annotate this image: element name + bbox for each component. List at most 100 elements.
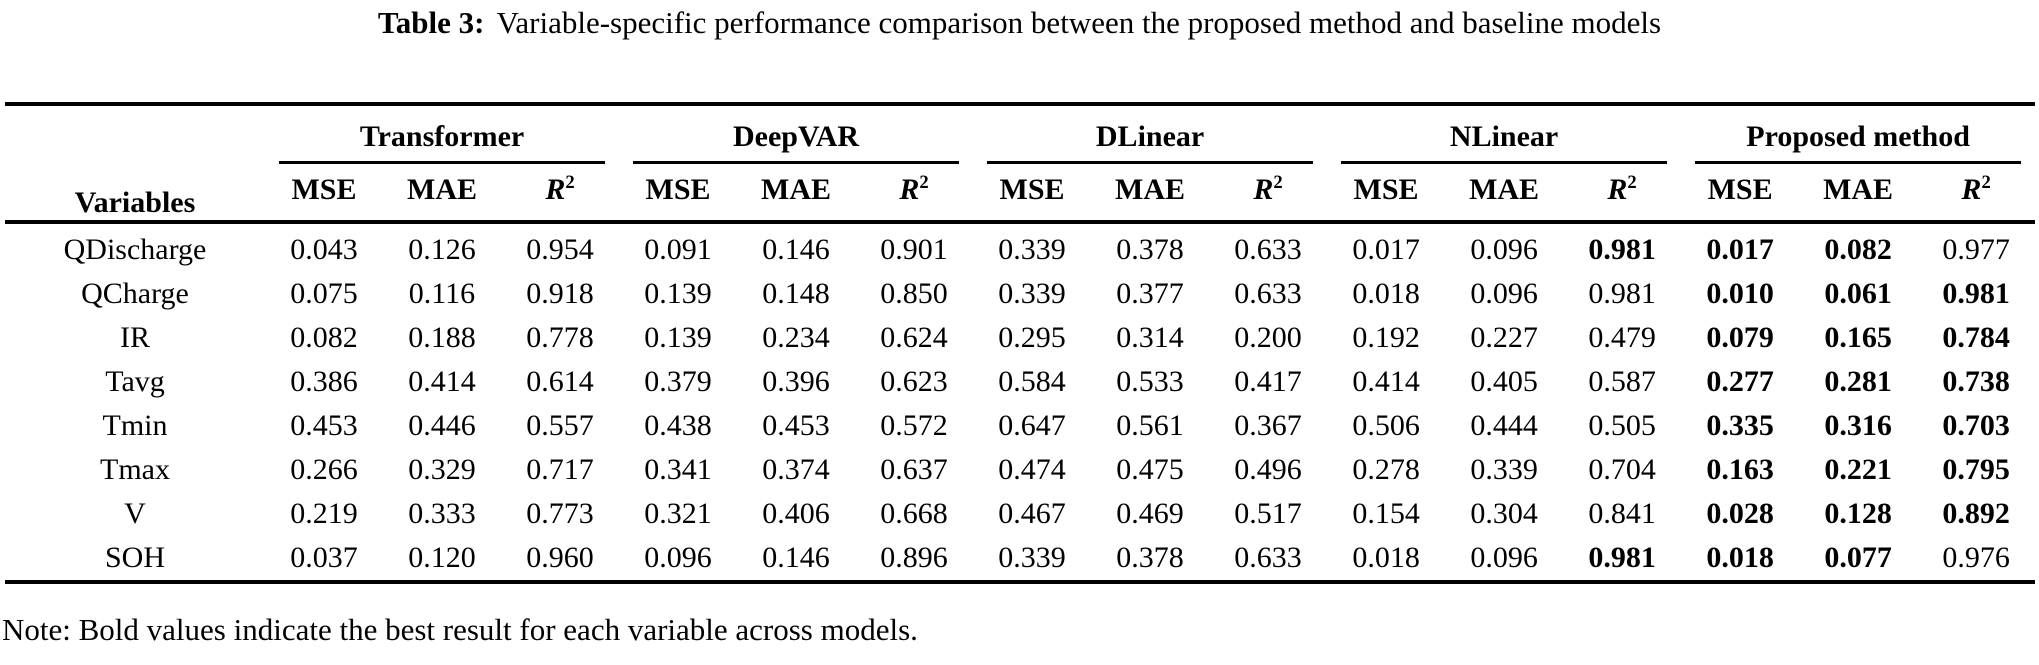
metric-cell: 0.467: [998, 497, 1066, 530]
metric-cell: 0.496: [1234, 453, 1302, 486]
table-caption-text: Variable-specific performance comparison…: [496, 5, 1662, 40]
table-row: Tavg 0.386 0.414 0.614 0.379 0.396 0.623 0.584 0…: [5, 360, 2035, 404]
metric-cell: 0.278: [1352, 453, 1420, 486]
metric-cell: 0.018: [1352, 277, 1420, 310]
metric-cell: 0.505: [1588, 409, 1656, 442]
metric-cell: 0.096: [1470, 541, 1538, 574]
metric-cell: 0.333: [408, 497, 476, 530]
metric-cell: 0.623: [880, 365, 948, 398]
metric-header-mse-nlinear: MSE: [1327, 164, 1446, 224]
metric-cell: 0.295: [998, 321, 1066, 354]
metric-header-r2-proposed-method: R2: [1917, 164, 2036, 224]
metric-cell: 0.633: [1234, 277, 1302, 310]
metric-cell: 0.314: [1116, 321, 1184, 354]
metric-cell: 0.017: [1706, 233, 1774, 266]
table-row: Tmax 0.266 0.329 0.717 0.341 0.374 0.637 0.474 0…: [5, 448, 2035, 492]
metric-cell: 0.077: [1824, 541, 1892, 574]
metric-cell: 0.082: [1824, 233, 1892, 266]
metric-cell: 0.154: [1352, 497, 1420, 530]
group-header-dlinear-label: DLinear: [987, 120, 1314, 164]
metric-cell: 0.614: [526, 365, 594, 398]
metric-cell: 0.339: [998, 541, 1066, 574]
metric-cell: 0.266: [290, 453, 358, 486]
metric-cell: 0.469: [1116, 497, 1184, 530]
metric-cell: 0.304: [1470, 497, 1538, 530]
group-header-dlinear: DLinear: [973, 104, 1327, 164]
group-header-proposed-method-label: Proposed method: [1695, 120, 2022, 164]
metric-cell: 0.082: [290, 321, 358, 354]
metric-cell: 0.406: [762, 497, 830, 530]
metric-cell: 0.446: [408, 409, 476, 442]
table-row: SOH 0.037 0.120 0.960 0.096 0.146 0.896 0.339 0.…: [5, 536, 2035, 582]
metric-cell: 0.850: [880, 277, 948, 310]
table-caption: Table 3: Variable-specific performance co…: [0, 4, 2039, 42]
metric-cell: 0.096: [1470, 277, 1538, 310]
variable-cell: Tmin: [102, 409, 168, 442]
metric-header-mae-proposed-method: MAE: [1799, 164, 1918, 224]
metric-cell: 0.018: [1706, 541, 1774, 574]
variable-cell: SOH: [104, 541, 165, 574]
metric-cell: 0.378: [1116, 541, 1184, 574]
metric-cell: 0.148: [762, 277, 830, 310]
metric-cell: 0.778: [526, 321, 594, 354]
metric-header-mse-transformer: MSE: [265, 164, 383, 224]
metric-cell: 0.043: [290, 233, 358, 266]
metric-cell: 0.417: [1234, 365, 1302, 398]
metric-cell: 0.367: [1234, 409, 1302, 442]
metric-cell: 0.647: [998, 409, 1066, 442]
metric-cell: 0.981: [1588, 541, 1656, 574]
metric-cell: 0.703: [1942, 409, 2010, 442]
metric-cell: 0.341: [644, 453, 712, 486]
metric-cell: 0.587: [1588, 365, 1656, 398]
metric-cell: 0.704: [1588, 453, 1656, 486]
table-caption-number: Table 3:: [377, 5, 485, 40]
metric-cell: 0.557: [526, 409, 594, 442]
metric-header-mae-deepvar: MAE: [737, 164, 856, 224]
metric-cell: 0.981: [1588, 277, 1656, 310]
metric-cell: 0.896: [880, 541, 948, 574]
metric-cell: 0.624: [880, 321, 948, 354]
metric-cell: 0.773: [526, 497, 594, 530]
metric-cell: 0.139: [644, 277, 712, 310]
group-header-nlinear: NLinear: [1327, 104, 1681, 164]
variable-cell: V: [124, 497, 146, 530]
metric-cell: 0.795: [1942, 453, 2010, 486]
metric-cell: 0.561: [1116, 409, 1184, 442]
metric-cell: 0.474: [998, 453, 1066, 486]
variable-cell: Tmax: [100, 453, 170, 486]
metric-cell: 0.960: [526, 541, 594, 574]
metric-cell: 0.120: [408, 541, 476, 574]
metric-cell: 0.976: [1942, 541, 2010, 574]
metric-cell: 0.572: [880, 409, 948, 442]
metric-cell: 0.165: [1824, 321, 1892, 354]
metric-cell: 0.977: [1942, 233, 2010, 266]
metric-cell: 0.637: [880, 453, 948, 486]
group-header-nlinear-label: NLinear: [1341, 120, 1668, 164]
metric-cell: 0.396: [762, 365, 830, 398]
metric-header-r2-nlinear: R2: [1563, 164, 1682, 224]
metric-cell: 0.010: [1706, 277, 1774, 310]
metric-cell: 0.738: [1942, 365, 2010, 398]
metric-cell: 0.028: [1706, 497, 1774, 530]
metric-cell: 0.339: [998, 233, 1066, 266]
metric-cell: 0.444: [1470, 409, 1538, 442]
metric-cell: 0.378: [1116, 233, 1184, 266]
metric-header-r2-deepvar: R2: [855, 164, 974, 224]
metric-cell: 0.633: [1234, 541, 1302, 574]
metric-cell: 0.414: [1352, 365, 1420, 398]
metric-cell: 0.146: [762, 541, 830, 574]
table-row: Tmin 0.453 0.446 0.557 0.438 0.453 0.572 0.647 0…: [5, 404, 2035, 448]
metric-cell: 0.339: [1470, 453, 1538, 486]
metric-cell: 0.335: [1706, 409, 1774, 442]
metric-cell: 0.339: [998, 277, 1066, 310]
table-row: IR 0.082 0.188 0.778 0.139 0.234 0.624 0.295 0.3…: [5, 316, 2035, 360]
group-header-transformer: Transformer: [265, 104, 619, 164]
metric-cell: 0.061: [1824, 277, 1892, 310]
metric-cell: 0.981: [1588, 233, 1656, 266]
metric-header-mse-dlinear: MSE: [973, 164, 1092, 224]
metric-header-mse-deepvar: MSE: [619, 164, 738, 224]
metric-cell: 0.219: [290, 497, 358, 530]
metric-cell: 0.037: [290, 541, 358, 574]
metric-cell: 0.981: [1942, 277, 2010, 310]
group-header-transformer-label: Transformer: [279, 120, 606, 164]
